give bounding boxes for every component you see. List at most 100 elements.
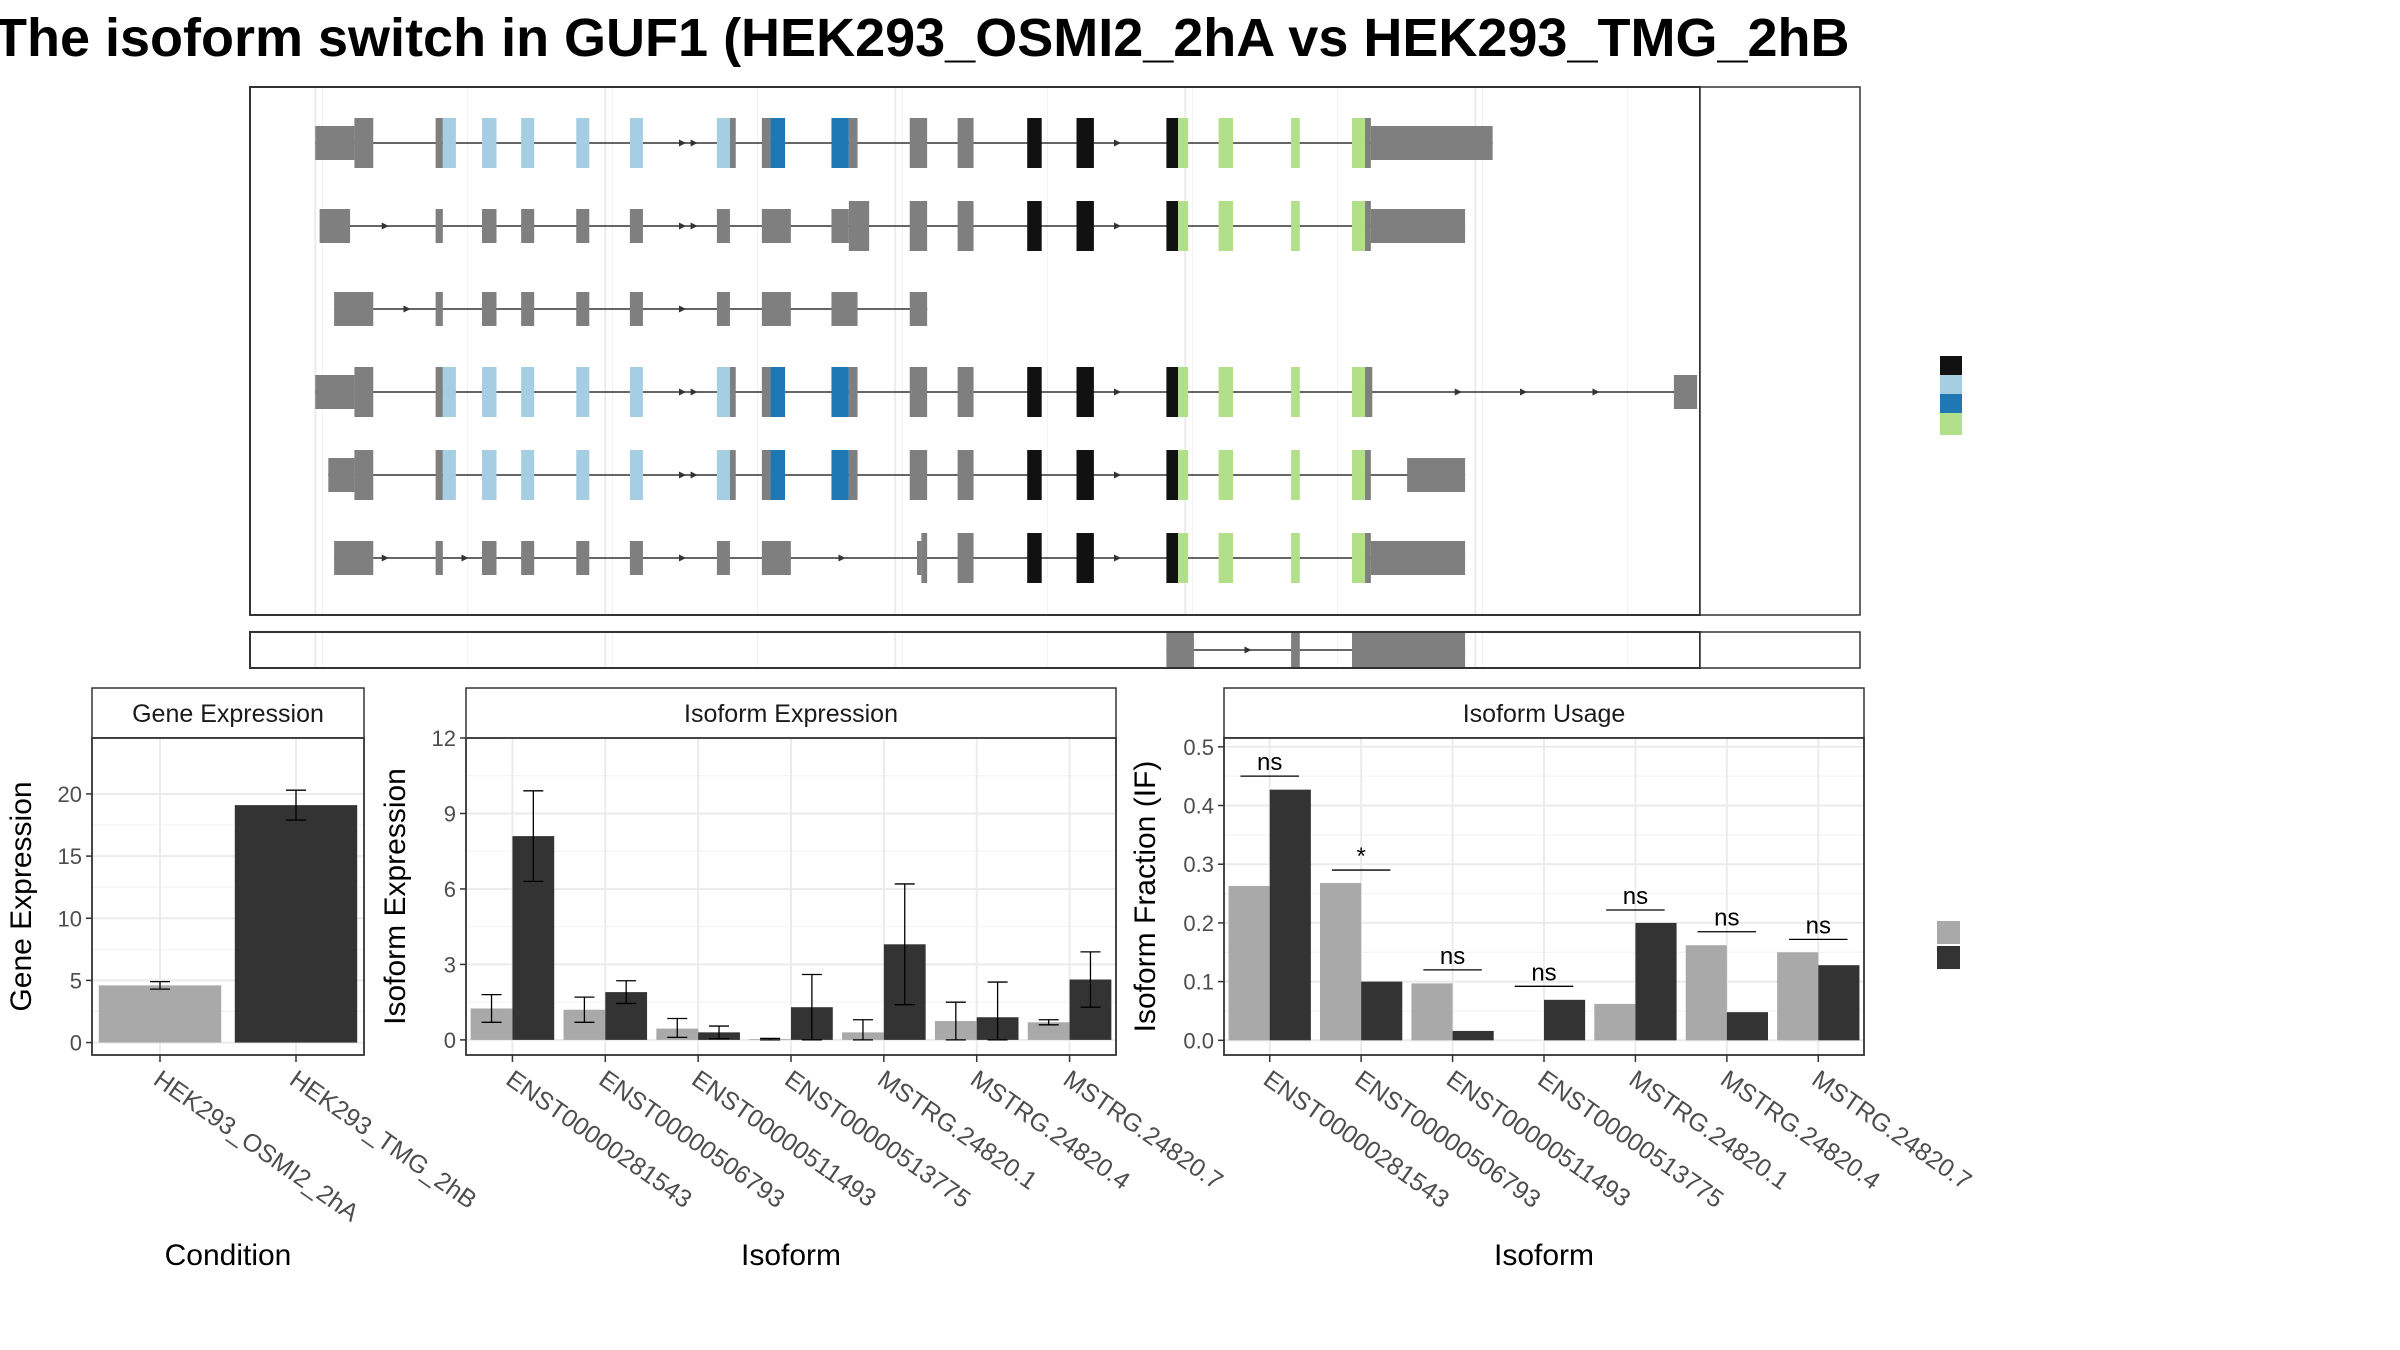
- exon: [716, 118, 730, 168]
- exon: [442, 367, 456, 417]
- exon: [576, 118, 590, 168]
- exon: [761, 209, 791, 243]
- exon: [770, 450, 786, 500]
- transcript-MSTRG.24820.4: [328, 450, 1466, 500]
- exon: [315, 375, 355, 409]
- significance-label: ns: [1531, 959, 1556, 986]
- exon: [761, 367, 771, 417]
- x-tick-label: MSTRG.24820.7: [1058, 1065, 1228, 1196]
- exon: [1218, 533, 1234, 583]
- intron-arrow: [679, 222, 686, 230]
- exon: [1291, 633, 1300, 667]
- intron-arrow: [403, 305, 411, 313]
- bar: [1361, 981, 1403, 1041]
- exon: [1352, 367, 1366, 417]
- exon: [909, 201, 928, 251]
- transcript-ENST00000281543: [315, 118, 1493, 168]
- intron-arrow: [679, 471, 686, 479]
- exon: [831, 209, 849, 243]
- x-axis-title: Isoform: [1494, 1239, 1594, 1272]
- domain-legend-swatch: [1940, 375, 1962, 397]
- exon: [1673, 375, 1698, 409]
- y-axis-title: Isoform Expression: [379, 768, 412, 1025]
- isoform-expression-chart: Isoform Expression036912ENST00000281543E…: [379, 687, 1228, 1272]
- exon: [831, 450, 849, 500]
- exon: [1365, 201, 1371, 251]
- exon: [1291, 533, 1300, 583]
- bar: [1726, 1012, 1768, 1041]
- y-tick-label: 6: [444, 877, 456, 902]
- exon: [909, 367, 928, 417]
- exon: [319, 209, 351, 243]
- intron-arrow: [679, 554, 686, 562]
- exon: [848, 118, 858, 168]
- exon: [1370, 126, 1493, 160]
- bar: [1544, 999, 1586, 1041]
- chart-strip: [1223, 687, 1865, 739]
- exon: [761, 450, 771, 500]
- exon: [576, 292, 590, 326]
- intron-arrow: [1244, 646, 1252, 654]
- exon: [761, 292, 791, 326]
- exon: [1291, 201, 1300, 251]
- y-tick-label: 0.2: [1183, 911, 1214, 936]
- exon: [521, 367, 535, 417]
- exon: [576, 450, 590, 500]
- intron-arrow: [690, 139, 698, 147]
- exon: [831, 367, 849, 417]
- chart-title: Gene Expression: [132, 700, 324, 728]
- exon: [576, 367, 590, 417]
- chart-strip: [465, 687, 1117, 739]
- exon: [1178, 533, 1189, 583]
- y-tick-label: 3: [444, 952, 456, 977]
- exon: [1370, 541, 1466, 575]
- intron-arrow: [1592, 388, 1600, 396]
- exon: [1218, 367, 1234, 417]
- exon: [442, 118, 456, 168]
- exon: [482, 450, 497, 500]
- y-tick-label: 10: [58, 906, 82, 931]
- y-axis-title: Isoform Fraction (IF): [1129, 761, 1162, 1033]
- exon: [629, 118, 643, 168]
- exon: [1291, 118, 1300, 168]
- domain-legend: [1940, 356, 1962, 435]
- bar: [1594, 1003, 1636, 1041]
- exon: [629, 367, 643, 417]
- figure-title: The isoform switch in GUF1 (HEK293_OSMI2…: [0, 8, 1850, 68]
- exon: [1076, 450, 1094, 500]
- exon: [1291, 367, 1300, 417]
- bar: [1452, 1030, 1494, 1041]
- exon: [917, 541, 922, 575]
- x-tick-label: MSTRG.24820.1: [872, 1065, 1042, 1196]
- structure-panel-bg: [250, 87, 1700, 615]
- exon: [435, 292, 443, 326]
- exon: [1352, 201, 1366, 251]
- exon: [1027, 201, 1042, 251]
- domain-legend-swatch: [1940, 413, 1962, 435]
- exon: [435, 541, 443, 575]
- exon: [729, 450, 736, 500]
- exon: [328, 458, 355, 492]
- transcript-ENST00000511493: [1166, 633, 1466, 667]
- significance-label: ns: [1257, 749, 1282, 776]
- bar: [1818, 965, 1860, 1041]
- exon: [761, 118, 771, 168]
- exon: [1178, 367, 1189, 417]
- domain-legend-swatch: [1940, 394, 1962, 416]
- condition-legend: [1937, 921, 1960, 969]
- exon: [848, 201, 870, 251]
- exon: [831, 292, 858, 326]
- transcript-ENST00000506793: [319, 201, 1466, 251]
- exon: [1352, 450, 1366, 500]
- exon: [1027, 450, 1042, 500]
- exon: [716, 450, 730, 500]
- intron-arrow: [1114, 222, 1121, 230]
- intron-arrow: [1454, 388, 1462, 396]
- exon: [831, 118, 849, 168]
- significance-label: ns: [1806, 912, 1831, 939]
- y-tick-label: 5: [70, 968, 82, 993]
- exon: [1218, 201, 1234, 251]
- strip-noncoding-bg: [1699, 631, 1861, 669]
- y-tick-label: 0.4: [1183, 794, 1214, 819]
- exon: [435, 209, 443, 243]
